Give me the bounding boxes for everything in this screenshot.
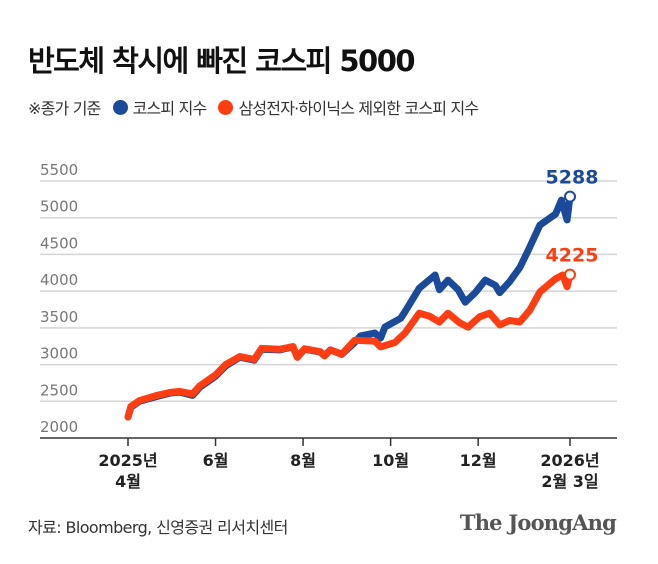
x-tick-label: 4월	[115, 472, 141, 491]
y-tick-label: 3000	[40, 345, 78, 363]
series-line-kospi-ex	[124, 271, 574, 421]
y-tick-label: 4500	[40, 234, 78, 252]
legend-label-kospi: 코스피 지수	[132, 99, 208, 118]
x-tick-label: 6월	[203, 451, 229, 470]
end-point-marker	[564, 190, 576, 203]
legend-label-kospi-ex: 삼성전자·하이닉스 제외한 코스피 지수	[238, 99, 479, 118]
legend-note: ※종가 기준	[28, 99, 101, 118]
y-tick-label: 2000	[40, 418, 78, 436]
end-point-marker	[564, 268, 576, 281]
y-tick-label: 3500	[40, 308, 78, 326]
y-tick-label: 5000	[40, 198, 78, 216]
legend-swatch-kospi-ex	[218, 99, 234, 115]
y-tick-label: 4000	[40, 271, 78, 289]
publisher-logo: The JoongAng	[459, 510, 617, 535]
x-tick-label: 10월	[372, 451, 409, 470]
legend: ※종가 기준 코스피 지수 삼성전자·하이닉스 제외한 코스피 지수	[28, 95, 479, 119]
series-line-kospi	[124, 193, 574, 421]
source-note: 자료: Bloomberg, 신영증권 리서치센터	[28, 518, 288, 537]
page-title: 반도체 착시에 빠진 코스피 5000	[28, 44, 416, 78]
x-tick-label: 8월	[290, 451, 316, 470]
x-tick-label: 2025년	[98, 451, 157, 470]
y-tick-label: 5500	[40, 161, 78, 179]
x-tick-label: 2026년	[540, 451, 599, 470]
x-tick-label: 2월 3일	[541, 472, 598, 491]
end-value-label: 4225	[546, 245, 599, 267]
x-tick-label: 12월	[460, 451, 497, 470]
legend-swatch-kospi	[112, 99, 128, 115]
end-value-label: 5288	[546, 167, 599, 189]
y-tick-label: 2500	[40, 381, 78, 399]
